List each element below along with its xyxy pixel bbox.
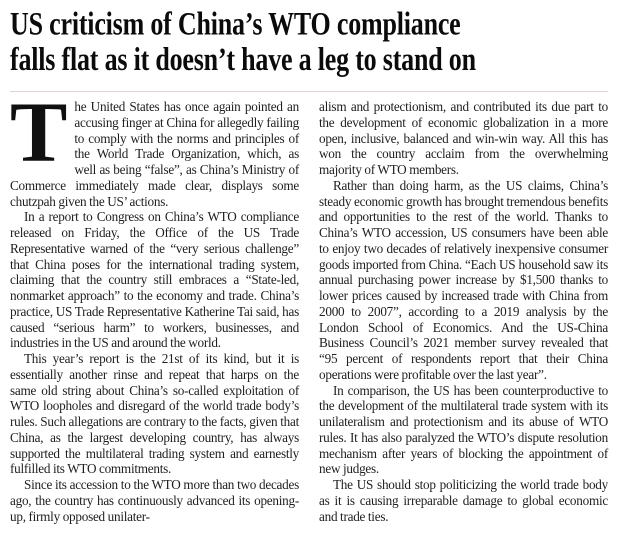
paragraph: The US should stop politicizing the worl… bbox=[319, 477, 608, 524]
paragraph: In comparison, the US has been counterpr… bbox=[319, 382, 608, 477]
paragraph: Rather than doing harm, as the US claims… bbox=[319, 177, 608, 382]
headline-divider bbox=[10, 91, 608, 92]
drop-cap: T bbox=[10, 84, 68, 180]
headline-line-1: US criticism of China’s WTO compliance bbox=[10, 5, 461, 43]
paragraph: This year’s report is the 21st of its ki… bbox=[10, 351, 299, 477]
headline-line-2: falls flat as it doesn’t have a leg to s… bbox=[10, 40, 476, 77]
paragraph-continuation: alism and protectionism, and contributed… bbox=[319, 99, 608, 177]
paragraph: In a report to Congress on China’s WTO c… bbox=[10, 209, 299, 351]
right-column: alism and protectionism, and contributed… bbox=[319, 99, 608, 524]
headline-block: US criticism of China’s WTO compliance f… bbox=[10, 0, 608, 85]
paragraph: Since its accession to the WTO more than… bbox=[10, 477, 299, 524]
paragraph-lead-text: he United States has once again pointed … bbox=[10, 99, 299, 209]
article-headline: US criticism of China’s WTO compliance f… bbox=[10, 7, 608, 76]
